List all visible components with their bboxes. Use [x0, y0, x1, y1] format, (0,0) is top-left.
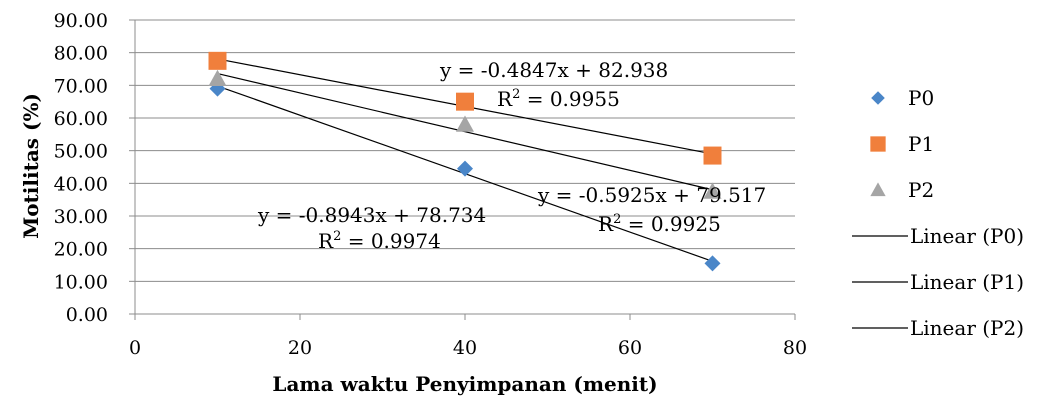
y-tick-label: 80.00	[54, 43, 108, 65]
y-axis-title: Motilitas (%)	[19, 93, 43, 239]
x-tick-label: 0	[129, 337, 141, 359]
x-axis-title: Lama waktu Penyimpanan (menit)	[272, 372, 657, 396]
y-tick-label: 10.00	[54, 271, 108, 293]
data-markers	[208, 51, 722, 272]
legend-label: P0	[908, 86, 934, 110]
y-tick-label: 40.00	[54, 173, 108, 195]
legend-label: Linear (P0)	[910, 224, 1024, 248]
equation-label: y = -0.8943x + 78.734	[257, 203, 486, 227]
data-point-p0	[704, 255, 721, 272]
legend: P0 P1 P2 Linear (P0) Linear (P1) Linear (P2)	[852, 86, 1024, 340]
equation-label: y = -0.5925x + 79.517	[537, 183, 766, 207]
data-point-p2	[703, 182, 722, 199]
r-squared-label: R2 = 0.9925	[598, 212, 721, 236]
x-tick-label: 40	[453, 337, 477, 359]
r-squared-label: R2 = 0.9955	[497, 87, 620, 111]
data-point-p2	[208, 69, 227, 86]
x-tick-label: 20	[288, 337, 312, 359]
x-tick-labels: 0 20 40 60 80	[129, 337, 807, 359]
axes	[129, 19, 796, 320]
x-tick-label: 60	[618, 337, 642, 359]
data-point-p0	[457, 160, 473, 177]
y-tick-labels: 0.00 10.00 20.00 30.00 40.00 50.00 60.00 70.00 8…	[54, 10, 108, 326]
legend-marker-p2	[870, 182, 886, 197]
legend-label: Linear (P2)	[910, 316, 1024, 340]
equation-label: y = -0.4847x + 82.938	[439, 58, 668, 82]
y-tick-label: 20.00	[54, 239, 108, 261]
data-point-p1	[208, 51, 227, 70]
y-tick-label: 90.00	[54, 10, 108, 32]
y-tick-label: 50.00	[54, 141, 108, 163]
r-squared-label: R2 = 0.9974	[318, 229, 441, 253]
y-tick-label: 60.00	[54, 108, 108, 130]
legend-marker-p0	[871, 91, 885, 105]
legend-label: Linear (P1)	[910, 270, 1024, 294]
y-tick-label: 70.00	[54, 75, 108, 97]
legend-label: P1	[908, 132, 934, 156]
y-tick-label: 30.00	[54, 206, 108, 228]
data-point-p1	[456, 92, 474, 111]
legend-label: P2	[908, 178, 934, 202]
y-tick-label: 0.00	[66, 304, 108, 326]
x-tick-label: 80	[783, 337, 807, 359]
data-point-p2	[456, 115, 474, 132]
data-point-p1	[703, 146, 722, 165]
legend-marker-p1	[870, 136, 886, 152]
